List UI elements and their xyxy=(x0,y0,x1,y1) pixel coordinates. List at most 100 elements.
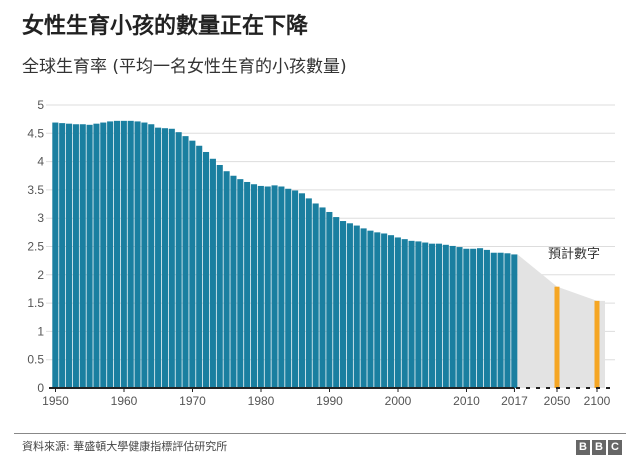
x-tick-label: 1970 xyxy=(179,394,206,408)
bar-2004 xyxy=(422,242,429,388)
y-tick-label: 4 xyxy=(37,155,44,169)
y-tick-label: 0.5 xyxy=(27,353,44,367)
chart-subtitle: 全球生育率 (平均一名女性生育的小孩數量) xyxy=(22,57,347,77)
bar-1961 xyxy=(127,120,134,389)
bar-1986 xyxy=(298,193,305,388)
bar-2017 xyxy=(511,254,518,388)
bar-2012 xyxy=(477,248,484,388)
y-tick-label: 2 xyxy=(37,268,44,282)
bar-1955 xyxy=(86,124,93,388)
bar-1966 xyxy=(161,128,168,388)
bar-1951 xyxy=(59,123,66,388)
bar-1989 xyxy=(319,207,326,388)
y-tick-label: 3.5 xyxy=(27,183,44,197)
bar-1985 xyxy=(292,190,299,388)
logo-letter: B xyxy=(592,440,606,455)
bar-1977 xyxy=(237,179,244,388)
bar-1999 xyxy=(387,235,395,388)
bar-1972 xyxy=(203,151,210,388)
bar-1974 xyxy=(216,164,223,388)
bar-1993 xyxy=(346,223,353,388)
bar-1984 xyxy=(285,188,292,388)
bar-1967 xyxy=(168,128,175,388)
bar-2010 xyxy=(463,248,470,388)
y-tick-label: 1 xyxy=(37,324,44,338)
y-tick-label: 1.5 xyxy=(27,296,44,310)
bar-1958 xyxy=(107,121,114,388)
bar-2016 xyxy=(504,253,511,388)
x-tick-label: 1950 xyxy=(42,394,69,408)
bar-2007 xyxy=(442,244,449,388)
bar-1956 xyxy=(93,123,100,388)
bar-1960 xyxy=(120,120,127,389)
bar-1979 xyxy=(250,184,258,388)
bar-2100 xyxy=(594,300,600,388)
bar-1980 xyxy=(257,185,264,388)
bar-1990 xyxy=(326,211,333,388)
bar-1963 xyxy=(141,122,148,389)
x-tick-label: 2017 xyxy=(501,394,528,408)
bar-1952 xyxy=(66,123,73,388)
x-tick-label: 2010 xyxy=(453,394,480,408)
bar-2009 xyxy=(456,247,463,388)
bar-2015 xyxy=(497,252,504,388)
bar-1968 xyxy=(175,132,182,388)
bar-1970 xyxy=(189,140,196,388)
bar-1976 xyxy=(230,175,237,388)
y-tick-label: 5 xyxy=(37,98,44,112)
bar-1998 xyxy=(381,233,388,388)
bar-1954 xyxy=(79,124,86,388)
logo-letter: B xyxy=(576,440,590,455)
bar-1971 xyxy=(196,145,203,388)
x-tick-label: 1980 xyxy=(248,394,275,408)
footer-divider xyxy=(14,433,626,434)
bar-1983 xyxy=(278,186,285,388)
bar-1995 xyxy=(360,228,367,388)
bar-1997 xyxy=(374,232,381,388)
bar-1988 xyxy=(312,203,319,388)
bar-1982 xyxy=(271,185,278,388)
bbc-logo: B B C xyxy=(576,440,622,455)
y-tick-label: 3 xyxy=(37,211,44,225)
bar-1965 xyxy=(155,127,162,388)
bar-2005 xyxy=(429,243,436,388)
chart-title: 女性生育小孩的數量正在下降 xyxy=(22,14,309,39)
projection-area xyxy=(517,254,605,388)
bar-1957 xyxy=(100,122,107,389)
bar-1987 xyxy=(305,198,312,388)
bar-1992 xyxy=(340,221,347,388)
source-text: 資料來源: 華盛頓大學健康指標評估研究所 xyxy=(22,440,228,453)
y-tick-label: 0 xyxy=(37,381,44,395)
bar-2013 xyxy=(483,249,490,388)
bar-1978 xyxy=(244,181,251,388)
bar-2014 xyxy=(490,252,497,388)
x-tick-label: 2050 xyxy=(544,394,571,408)
bar-1953 xyxy=(72,124,79,388)
logo-letter: C xyxy=(608,440,622,455)
y-tick-label: 4.5 xyxy=(27,126,44,140)
bar-1981 xyxy=(264,186,271,388)
bar-2000 xyxy=(394,237,401,388)
bar-1950 xyxy=(52,122,59,389)
x-tick-label: 1990 xyxy=(316,394,343,408)
bar-2001 xyxy=(401,239,408,388)
bar-1973 xyxy=(209,158,216,388)
bar-1959 xyxy=(113,120,121,389)
bar-1975 xyxy=(223,171,230,388)
projection-annotation: 預計數字 xyxy=(548,246,600,262)
bar-2008 xyxy=(449,245,456,388)
bar-2006 xyxy=(435,243,442,388)
bar-1962 xyxy=(134,121,141,388)
bar-1991 xyxy=(333,217,340,388)
bar-1996 xyxy=(367,230,374,388)
bar-1969 xyxy=(182,136,189,388)
bar-2002 xyxy=(408,240,415,388)
bar-2050 xyxy=(554,286,560,388)
x-tick-label: 2100 xyxy=(584,394,611,408)
x-tick-label: 2000 xyxy=(385,394,412,408)
bar-2003 xyxy=(415,241,422,388)
bar-1964 xyxy=(148,124,155,388)
x-tick-label: 1960 xyxy=(111,394,138,408)
